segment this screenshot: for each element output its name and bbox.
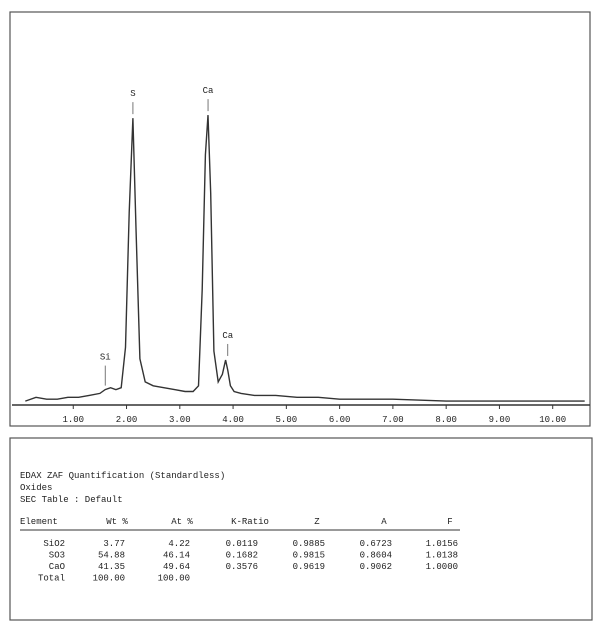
table-cell: 1.0138	[426, 551, 458, 561]
spectrum-line	[25, 115, 585, 402]
table-header: Element	[20, 517, 58, 527]
table-cell: 0.6723	[360, 539, 392, 549]
table-cell: 3.77	[103, 539, 125, 549]
peak-label: Ca	[222, 331, 233, 341]
table-cell: 46.14	[163, 551, 190, 561]
x-tick-label: 2.00	[116, 415, 138, 425]
table-cell: SO3	[49, 551, 65, 561]
table-cell: Total	[38, 574, 65, 584]
table-cell: 0.1682	[226, 551, 258, 561]
table-cell: 49.64	[163, 562, 190, 572]
x-tick-label: 5.00	[276, 415, 298, 425]
x-tick-label: 8.00	[435, 415, 457, 425]
report-line: EDAX ZAF Quantification (Standardless)	[20, 471, 225, 481]
table-cell: 0.9815	[293, 551, 325, 561]
table-cell: 0.8604	[360, 551, 392, 561]
table-header: A	[381, 517, 387, 527]
table-cell: 0.9885	[293, 539, 325, 549]
table-cell: 0.9062	[360, 562, 392, 572]
table-cell: 4.22	[168, 539, 190, 549]
table-header: Wt %	[106, 517, 128, 527]
spectrum-frame	[9, 11, 591, 427]
x-tick-label: 3.00	[169, 415, 191, 425]
table-header: F	[447, 517, 452, 527]
report-line: Oxides	[20, 483, 52, 493]
table-cell: 1.0000	[426, 562, 458, 572]
peak-label: Ca	[203, 86, 214, 96]
peak-label: S	[130, 89, 135, 99]
table-cell: 1.0156	[426, 539, 458, 549]
x-tick-label: 10.00	[539, 415, 566, 425]
table-cell: SiO2	[43, 539, 65, 549]
table-cell: 41.35	[98, 562, 125, 572]
x-tick-label: 6.00	[329, 415, 351, 425]
table-cell: CaO	[49, 562, 65, 572]
report-frame	[9, 437, 593, 621]
x-tick-label: 4.00	[222, 415, 244, 425]
x-tick-label: 1.00	[62, 415, 84, 425]
x-tick-label: 9.00	[489, 415, 511, 425]
table-header: K-Ratio	[231, 517, 269, 527]
table-header: At %	[171, 517, 193, 527]
table-cell: 0.0119	[226, 539, 258, 549]
table-cell: 0.9619	[293, 562, 325, 572]
table-header: Z	[314, 517, 320, 527]
table-cell: 100.00	[93, 574, 125, 584]
table-cell: 54.88	[98, 551, 125, 561]
x-tick-label: 7.00	[382, 415, 404, 425]
table-cell: 0.3576	[226, 562, 258, 572]
peak-label: Si	[100, 353, 111, 363]
table-cell: 100.00	[158, 574, 190, 584]
report-line: SEC Table : Default	[20, 495, 123, 505]
